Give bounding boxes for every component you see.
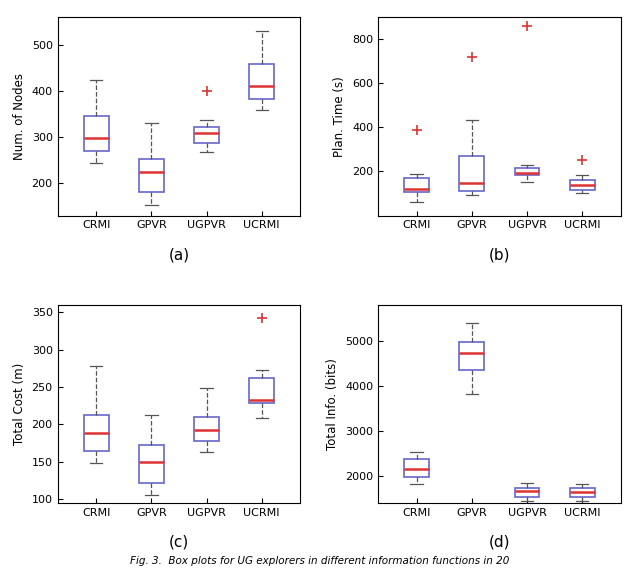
Text: (c): (c)	[169, 535, 189, 550]
Text: Fig. 3.  Box plots for UG explorers in different information functions in 20: Fig. 3. Box plots for UG explorers in di…	[131, 557, 509, 566]
Y-axis label: Total Info. (bits): Total Info. (bits)	[326, 358, 339, 450]
Text: (d): (d)	[489, 535, 510, 550]
Text: (a): (a)	[168, 247, 189, 262]
Y-axis label: Num. of Nodes: Num. of Nodes	[13, 73, 26, 160]
Text: (b): (b)	[489, 247, 510, 262]
Y-axis label: Total Cost (m): Total Cost (m)	[13, 362, 26, 445]
Y-axis label: Plan. Time (s): Plan. Time (s)	[333, 76, 346, 157]
